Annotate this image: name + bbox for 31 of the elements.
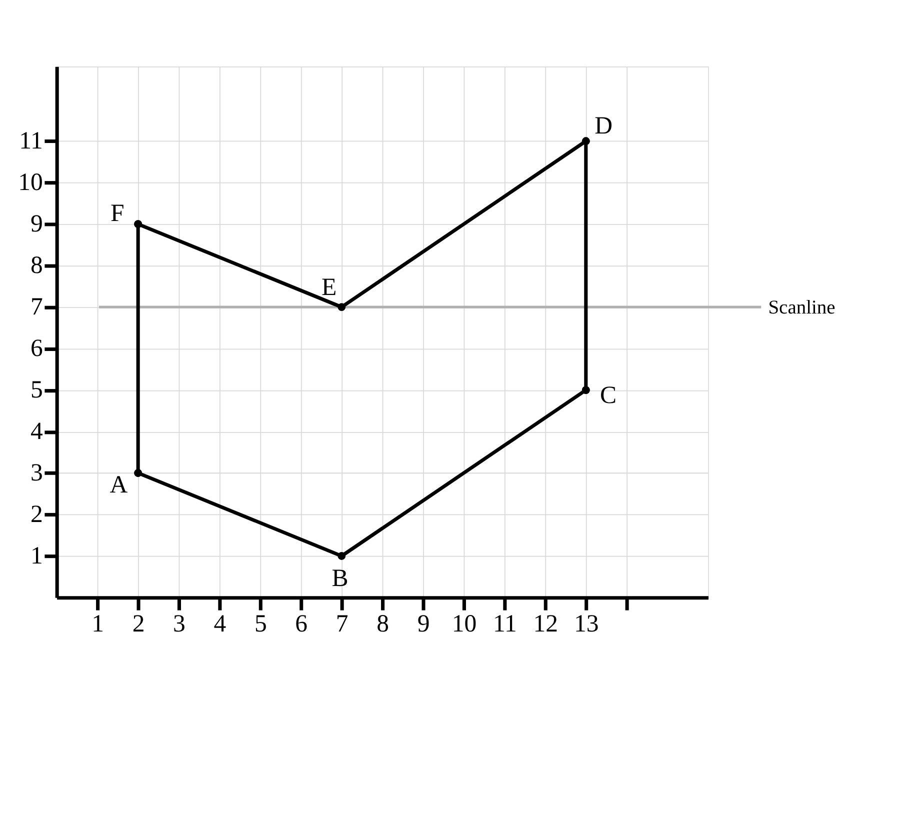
y-tick-label: 7 — [30, 294, 43, 321]
x-tick-label: 12 — [533, 610, 558, 638]
y-tick-label: 1 — [30, 542, 43, 570]
x-tick-label: 3 — [173, 610, 186, 638]
x-tick-label: 10 — [452, 610, 477, 638]
x-tick-label: 9 — [417, 610, 430, 638]
y-tick-label: 6 — [30, 335, 43, 362]
annotation: C — [600, 382, 616, 409]
annotation: D — [594, 112, 612, 140]
x-tick-label: 1 — [92, 610, 104, 638]
x-tick-label: 8 — [376, 610, 389, 638]
x-tick-label: 7 — [336, 610, 348, 638]
y-tick-label: 9 — [30, 210, 43, 238]
annotation: A — [110, 472, 128, 499]
y-tick-label: 10 — [18, 169, 43, 196]
annotation: F — [110, 200, 124, 228]
y-tick-label: 11 — [19, 128, 43, 155]
y-tick-label: 3 — [30, 460, 43, 487]
x-tick-label: 13 — [574, 610, 599, 638]
y-tick-label: 8 — [30, 252, 43, 280]
annotation: E — [321, 274, 337, 301]
x-tick-label: 2 — [132, 610, 145, 638]
annotation: B — [332, 565, 348, 592]
y-tick-label: 5 — [30, 376, 43, 404]
y-tick-label: 2 — [30, 501, 43, 528]
x-tick-label: 6 — [295, 610, 308, 638]
x-tick-label: 5 — [254, 610, 267, 638]
y-tick-label: 4 — [30, 418, 43, 446]
ref-line-label: Scanline — [768, 297, 836, 318]
x-tick-label: 4 — [214, 610, 226, 638]
x-tick-label: 11 — [492, 610, 517, 638]
